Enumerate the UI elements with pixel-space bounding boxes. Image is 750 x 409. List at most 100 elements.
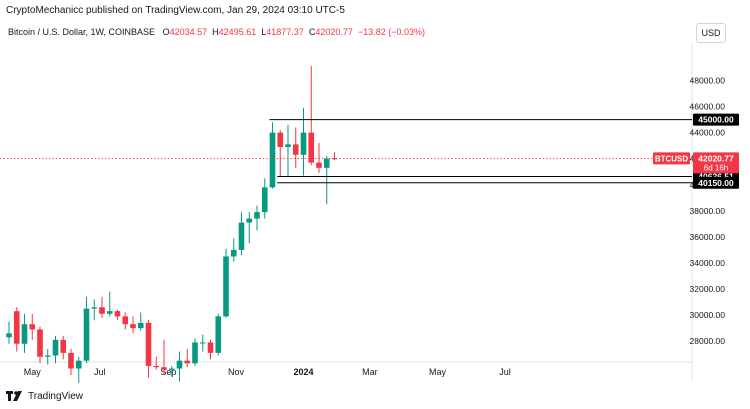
candle-body <box>192 342 198 364</box>
candle-body <box>37 329 43 357</box>
candle-body <box>207 342 214 353</box>
currency-button[interactable]: USD <box>696 23 726 43</box>
bar-countdown: 6d 16h <box>704 163 728 172</box>
candle <box>323 156 330 205</box>
candle-body <box>114 311 121 317</box>
candle-body <box>106 311 113 314</box>
candle <box>106 291 113 317</box>
candle <box>254 205 260 231</box>
price-change: −13.82 (−0.03%) <box>357 27 425 37</box>
level-label-bg <box>693 113 739 126</box>
candle-body <box>176 360 183 369</box>
candle-body <box>13 311 20 344</box>
x-tick-label: May <box>24 367 42 377</box>
publisher-line: CryptoMechanicc published on TradingView… <box>6 5 345 16</box>
candle <box>52 335 59 364</box>
candle <box>223 248 229 318</box>
candle-body <box>29 324 36 330</box>
candle-body <box>68 352 74 369</box>
tradingview-logo-icon <box>6 391 22 401</box>
candle-body <box>161 367 167 370</box>
ohlc-open: O42034.57 <box>162 27 208 37</box>
candle-body <box>238 222 245 250</box>
candle-body <box>137 322 144 329</box>
candle-body <box>153 365 160 368</box>
symbol-legend: Bitcoin / U.S. Dollar, 1W, COINBASE O420… <box>8 27 425 37</box>
y-tick-label: 44000.00 <box>690 128 726 138</box>
candle <box>215 313 222 356</box>
candle <box>91 299 98 321</box>
candle-body <box>91 307 98 309</box>
x-tick-label: Nov <box>228 367 245 377</box>
ohlc-close: C42020.77 <box>308 27 353 37</box>
candle <box>269 122 276 189</box>
footer-brand: TradingView <box>28 390 84 402</box>
candle-body <box>60 339 67 353</box>
candle-body <box>199 342 206 344</box>
candle <box>199 334 206 352</box>
candle-body <box>223 256 229 317</box>
symbol-tag: BTCUSD <box>655 154 689 163</box>
footer: TradingView <box>6 388 83 404</box>
candle <box>145 320 152 378</box>
candle-body <box>277 132 284 147</box>
candle <box>114 309 121 321</box>
candle <box>238 212 245 256</box>
y-tick-label: 48000.00 <box>690 75 726 85</box>
candle-body <box>285 144 291 147</box>
candle <box>37 326 43 364</box>
x-tick-label: 2024 <box>293 367 313 377</box>
candle <box>60 335 67 360</box>
y-tick-label: 34000.00 <box>690 258 726 268</box>
symbol-name: Bitcoin / U.S. Dollar, 1W, COINBASE <box>8 27 156 37</box>
candle <box>6 321 12 344</box>
candle <box>83 296 90 364</box>
candle <box>331 152 338 161</box>
candle <box>184 348 191 368</box>
candle-body <box>292 144 299 155</box>
candle <box>300 107 307 176</box>
symbol-tag-bg <box>653 152 690 165</box>
candle <box>99 296 105 318</box>
x-tick-label: Jul <box>94 367 106 377</box>
candle <box>44 348 51 365</box>
candle-body <box>130 324 136 329</box>
x-tick-label: May <box>429 367 447 377</box>
candle-body <box>83 308 90 361</box>
candle <box>75 356 82 383</box>
candle-body <box>230 249 237 257</box>
candle <box>29 313 36 340</box>
candle-body <box>44 355 51 357</box>
candle <box>153 356 160 370</box>
candle <box>207 339 214 360</box>
candle-body <box>246 218 253 223</box>
candle-body <box>331 158 338 160</box>
candle-body <box>254 212 260 219</box>
candle <box>246 212 253 244</box>
level-label: 45000.00 <box>698 115 734 125</box>
x-tick-label: Sep <box>160 367 176 377</box>
candle-body <box>269 132 276 188</box>
candle <box>68 348 74 376</box>
y-tick-label: 32000.00 <box>690 284 726 294</box>
ohlc-high: H42495.61 <box>212 27 257 37</box>
x-tick-label: Jul <box>499 367 511 377</box>
candle <box>277 130 284 177</box>
candle <box>168 365 175 377</box>
candle-body <box>308 132 315 163</box>
candle-body <box>145 322 152 366</box>
candle <box>21 313 28 353</box>
y-tick-label: 30000.00 <box>690 310 726 320</box>
candle <box>308 66 315 166</box>
y-tick-label: 28000.00 <box>690 336 726 346</box>
y-tick-label: 36000.00 <box>690 232 726 242</box>
candle <box>230 238 237 262</box>
candle-body <box>21 324 28 344</box>
candle <box>130 316 136 334</box>
y-tick-label: 38000.00 <box>690 206 726 216</box>
level-label: 40150.00 <box>698 178 734 188</box>
candle-body <box>99 307 105 314</box>
ohlc-low: L41877.37 <box>261 27 304 37</box>
candle <box>285 124 291 177</box>
